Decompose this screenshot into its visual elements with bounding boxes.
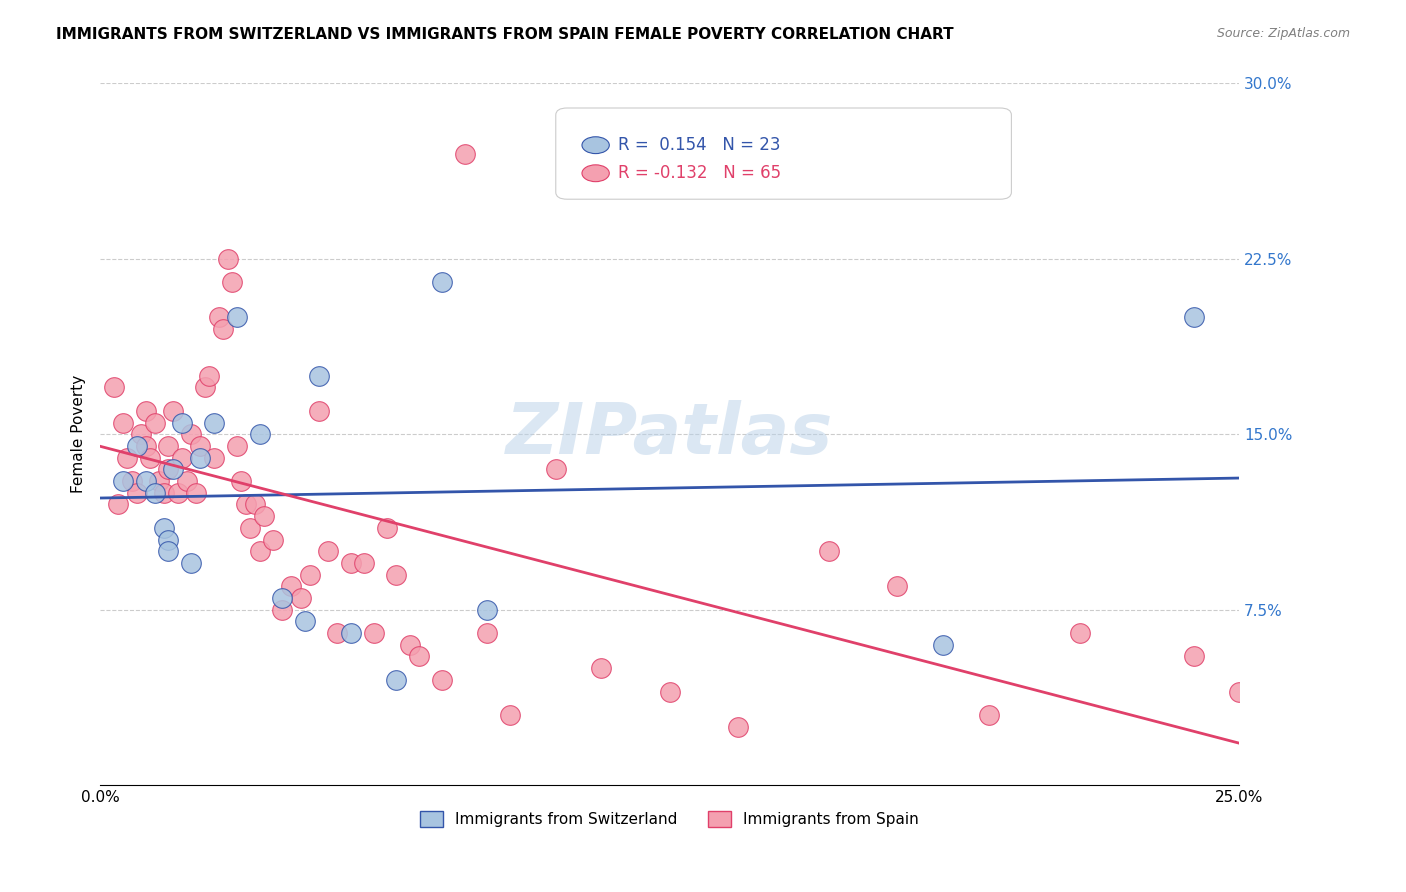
Point (129, 427, 152, 442)
Y-axis label: Female Poverty: Female Poverty (72, 376, 86, 493)
Point (157, 462, 180, 476)
Point (157, 439, 180, 453)
Point (453, 146, 475, 161)
Point (231, 474, 253, 488)
Point (143, 416, 166, 430)
Point (886, 579, 908, 593)
Point (658, 684, 681, 698)
Point (172, 416, 194, 430)
Point (221, 275, 243, 289)
Point (111, 416, 134, 430)
Point (121, 474, 143, 488)
Text: Source: ZipAtlas.com: Source: ZipAtlas.com (1216, 27, 1350, 40)
Text: ZIPatlas: ZIPatlas (506, 400, 834, 469)
Point (207, 310, 229, 325)
Point (363, 626, 385, 640)
Point (225, 439, 247, 453)
Point (162, 404, 184, 418)
Point (385, 567, 408, 582)
Point (180, 427, 202, 442)
Point (339, 626, 361, 640)
Point (290, 591, 312, 605)
Circle shape (582, 165, 609, 182)
Point (1069, 626, 1091, 640)
Point (135, 404, 157, 418)
Point (339, 556, 361, 570)
Point (591, 661, 613, 675)
Point (107, 498, 129, 512)
Point (727, 720, 749, 734)
Point (194, 380, 217, 394)
Point (326, 626, 349, 640)
Point (157, 544, 180, 558)
Point (477, 626, 499, 640)
Point (148, 474, 170, 488)
Point (180, 556, 202, 570)
Point (103, 380, 125, 394)
Point (157, 533, 180, 547)
Point (135, 474, 157, 488)
Point (1182, 310, 1205, 325)
Point (172, 450, 194, 465)
Point (225, 310, 247, 325)
Point (385, 673, 408, 687)
Point (430, 673, 453, 687)
Point (125, 485, 148, 500)
Point (316, 544, 339, 558)
Point (184, 485, 207, 500)
Point (239, 521, 262, 535)
Point (153, 521, 176, 535)
Point (271, 602, 294, 616)
FancyBboxPatch shape (555, 108, 1011, 199)
Point (139, 450, 162, 465)
Point (399, 638, 422, 652)
Point (202, 450, 225, 465)
Point (135, 439, 157, 453)
Point (212, 322, 235, 336)
Point (477, 602, 499, 616)
Point (1227, 684, 1250, 698)
Point (243, 498, 266, 512)
Text: IMMIGRANTS FROM SWITZERLAND VS IMMIGRANTS FROM SPAIN FEMALE POVERTY CORRELATION : IMMIGRANTS FROM SWITZERLAND VS IMMIGRANT… (56, 27, 953, 42)
Point (280, 579, 302, 593)
Point (153, 485, 176, 500)
Point (353, 556, 375, 570)
Point (190, 439, 212, 453)
Point (375, 521, 398, 535)
Point (235, 498, 257, 512)
Text: R = -0.132   N = 65: R = -0.132 N = 65 (619, 164, 782, 182)
Point (117, 450, 139, 465)
Point (298, 567, 321, 582)
Point (499, 707, 522, 722)
Point (253, 509, 276, 524)
Point (932, 638, 955, 652)
Point (408, 649, 430, 664)
Point (294, 615, 316, 629)
Text: R =  0.154   N = 23: R = 0.154 N = 23 (619, 136, 780, 154)
Point (977, 707, 1000, 722)
Circle shape (582, 136, 609, 153)
Point (262, 533, 284, 547)
Point (202, 416, 225, 430)
Point (217, 252, 239, 266)
Point (176, 474, 198, 488)
Point (1182, 649, 1205, 664)
Point (198, 368, 221, 383)
Point (111, 474, 134, 488)
Point (125, 439, 148, 453)
Point (818, 544, 841, 558)
Point (162, 462, 184, 476)
Point (190, 450, 212, 465)
Point (544, 462, 567, 476)
Legend: Immigrants from Switzerland, Immigrants from Spain: Immigrants from Switzerland, Immigrants … (415, 805, 925, 834)
Point (308, 368, 330, 383)
Point (143, 485, 166, 500)
Point (249, 544, 271, 558)
Point (430, 275, 453, 289)
Point (271, 591, 294, 605)
Point (308, 404, 330, 418)
Point (166, 485, 188, 500)
Point (249, 427, 271, 442)
